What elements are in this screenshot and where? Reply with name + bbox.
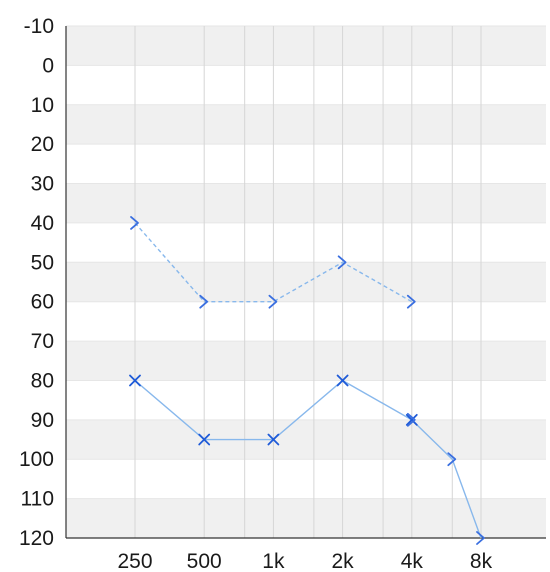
marker-x bbox=[267, 433, 280, 446]
grid-band bbox=[66, 341, 546, 381]
axes bbox=[65, 26, 546, 539]
marker-x bbox=[336, 374, 349, 387]
marker-bracket bbox=[476, 531, 485, 545]
grid-band bbox=[66, 498, 546, 538]
x-tick-label: 8k bbox=[470, 550, 493, 572]
y-tick-label: 10 bbox=[31, 94, 54, 117]
grid-band bbox=[66, 26, 546, 66]
y-tick-label: -10 bbox=[24, 15, 54, 38]
series-markers bbox=[129, 216, 485, 545]
grid-band bbox=[66, 419, 546, 460]
x-tick-labels: 250 500 1k 2k 4k 8k bbox=[117, 550, 492, 572]
marker-bracket bbox=[268, 294, 278, 309]
y-tick-labels: -10 0 10 20 30 40 50 60 70 80 90 100 110 120 bbox=[19, 15, 54, 550]
y-tick-label: 30 bbox=[31, 173, 54, 196]
y-tick-label: 0 bbox=[42, 54, 54, 77]
vertical-grid bbox=[134, 26, 482, 538]
grid-band bbox=[66, 262, 546, 302]
series-line bbox=[411, 419, 482, 539]
x-tick-label: 1k bbox=[262, 550, 285, 572]
y-tick-label: 100 bbox=[19, 448, 54, 471]
marker-bracket bbox=[406, 412, 416, 427]
marker-x bbox=[129, 374, 141, 387]
marker-bracket bbox=[337, 255, 347, 270]
background-bands bbox=[66, 26, 546, 538]
y-tick-label: 120 bbox=[19, 527, 54, 550]
marker-x bbox=[198, 433, 211, 446]
x-tick-label: 250 bbox=[117, 550, 152, 572]
marker-x bbox=[405, 413, 418, 426]
y-tick-label: 110 bbox=[21, 488, 54, 511]
grid-band bbox=[66, 104, 546, 145]
y-tick-label: 60 bbox=[31, 291, 54, 314]
marker-bracket bbox=[130, 216, 139, 230]
marker-bracket bbox=[406, 294, 416, 309]
grid-band bbox=[66, 183, 546, 223]
y-tick-label: 80 bbox=[31, 369, 54, 392]
series-line bbox=[134, 222, 413, 303]
y-tick-label: 50 bbox=[31, 251, 54, 274]
x-tick-label: 4k bbox=[401, 550, 424, 572]
y-tick-label: 70 bbox=[31, 330, 54, 353]
y-tick-label: 20 bbox=[31, 133, 54, 156]
y-tick-label: 40 bbox=[31, 212, 54, 235]
marker-bracket bbox=[199, 294, 209, 309]
y-tick-label: 90 bbox=[31, 409, 54, 432]
x-tick-label: 2k bbox=[332, 550, 355, 572]
marker-bracket bbox=[447, 452, 457, 467]
x-tick-label: 500 bbox=[187, 550, 222, 572]
